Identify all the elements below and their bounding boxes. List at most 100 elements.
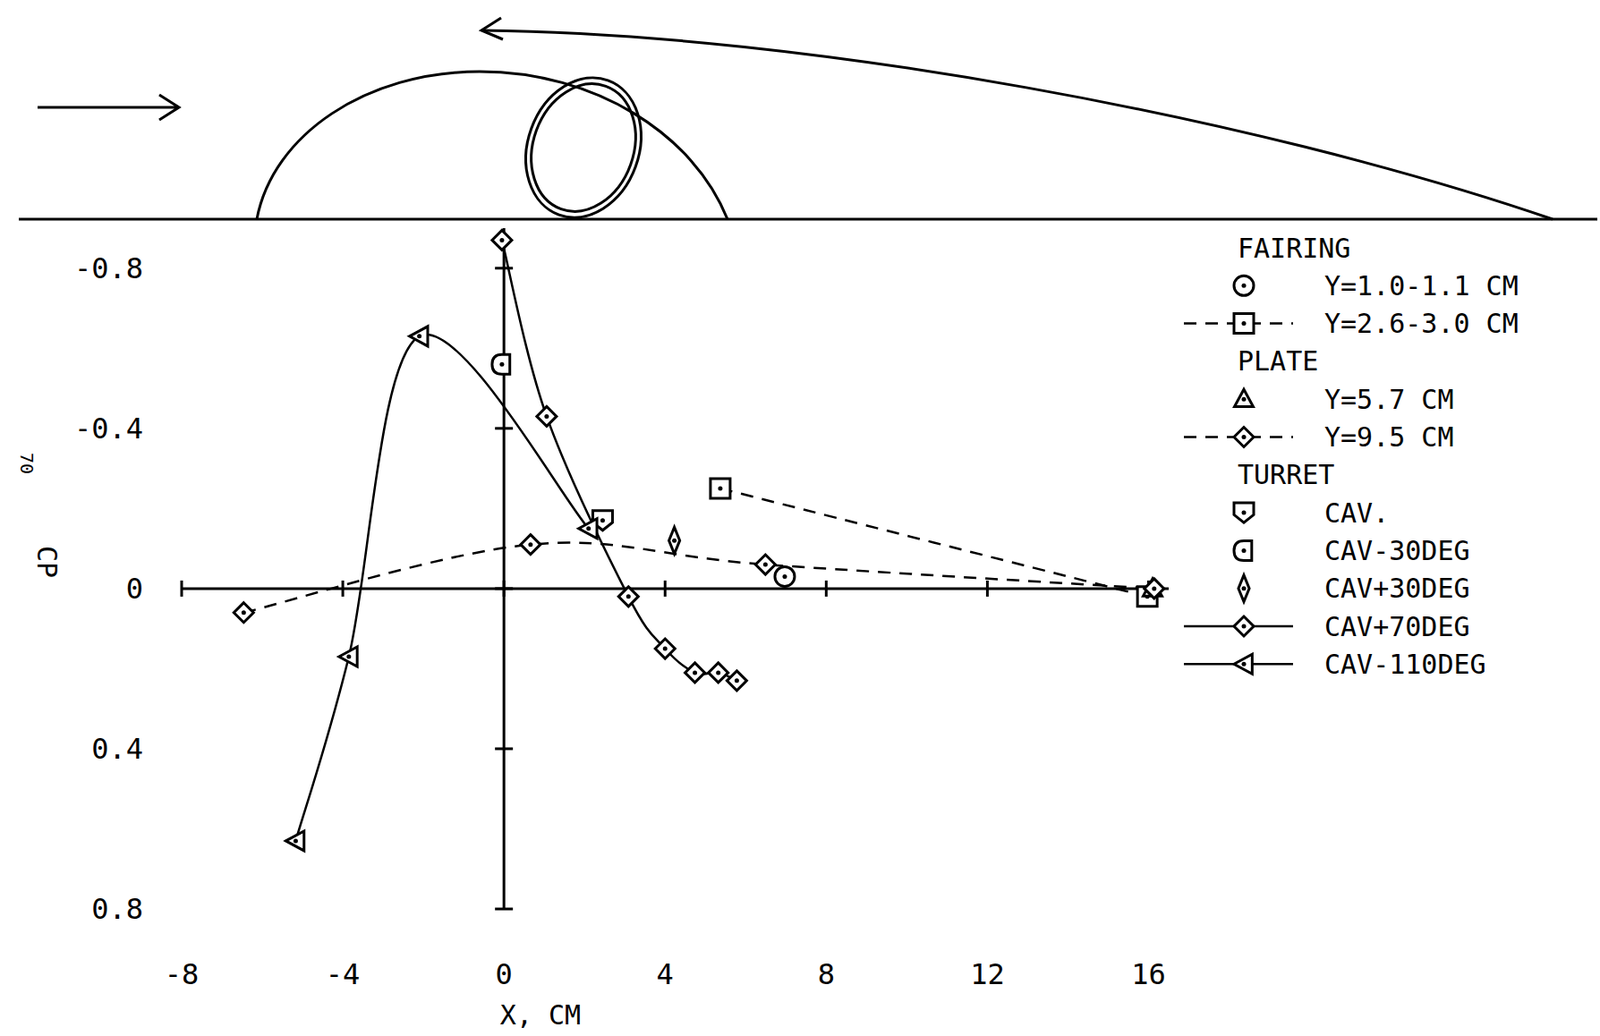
marker-dot — [499, 238, 504, 243]
y-tick-label: 0.4 — [91, 731, 144, 766]
legend-marker — [1238, 575, 1250, 603]
legend-label: Y=1.0-1.1 CM — [1324, 270, 1519, 302]
x-tick-label: 16 — [1131, 957, 1166, 992]
data-point — [520, 535, 541, 555]
legend-marker — [1234, 314, 1254, 334]
data-point — [685, 663, 706, 683]
marker-dot — [600, 518, 605, 523]
data-point — [655, 638, 675, 659]
marker-dot — [1242, 662, 1247, 667]
legend-marker — [1234, 540, 1252, 561]
marker-dot — [663, 646, 668, 652]
x-axis-title: X, CM — [500, 999, 581, 1031]
marker-dot — [1242, 397, 1247, 402]
x-tick — [825, 580, 828, 597]
legend-label: CAV+70DEG — [1324, 611, 1471, 643]
y-tick — [494, 747, 513, 750]
marker-dot — [1242, 283, 1247, 289]
marker-dot — [1242, 624, 1247, 630]
wall-line — [18, 218, 1598, 222]
legend-label: Y=9.5 CM — [1324, 421, 1455, 453]
marker-dot — [692, 670, 698, 675]
data-point — [536, 406, 557, 426]
data-point — [492, 354, 511, 375]
data-point — [726, 671, 747, 691]
series-line — [295, 334, 588, 842]
series-line — [720, 488, 1148, 597]
data-point — [233, 603, 254, 623]
y-tick-label: -0.4 — [74, 411, 144, 446]
legend-label: CAV. — [1324, 497, 1389, 529]
marker-dot — [1242, 548, 1247, 554]
x-tick-label: -8 — [164, 957, 200, 992]
x-tick — [986, 580, 989, 597]
turret-outline — [256, 71, 728, 220]
legend-group: TURRET — [1237, 459, 1335, 491]
marker-dot — [717, 485, 723, 491]
turret-sketch — [18, 17, 1598, 234]
marker-dot — [782, 574, 787, 579]
marker-dot — [734, 678, 740, 683]
series-line — [243, 543, 1154, 613]
marker-dot — [672, 538, 677, 544]
chart: 70-8-40481216-0.8-0.400.40.8X, CMCPFAIRI… — [0, 0, 1600, 1036]
page-number: 70 — [16, 452, 38, 475]
data-point — [578, 519, 597, 539]
marker-dot — [1242, 510, 1247, 516]
marker-dot — [346, 654, 351, 659]
legend-marker — [1234, 275, 1254, 296]
x-tick — [341, 580, 345, 597]
data-point — [774, 566, 795, 587]
legend-marker — [1234, 502, 1254, 523]
marker-dot — [1242, 321, 1247, 326]
marker-dot — [499, 362, 504, 367]
marker-dot — [1242, 586, 1247, 591]
plot-area — [233, 229, 1164, 851]
data-point — [755, 554, 775, 575]
separation-arrow — [483, 30, 1553, 220]
separation-arrowhead — [481, 17, 503, 40]
x-tick-label: 4 — [656, 957, 674, 992]
marker-dot — [586, 526, 591, 531]
marker-dot — [1242, 434, 1247, 440]
series-line — [502, 239, 737, 681]
axes — [181, 228, 1169, 910]
marker-dot — [293, 838, 298, 843]
data-point — [1144, 578, 1165, 599]
legend-label: Y=2.6-3.0 CM — [1324, 307, 1519, 340]
marker-dot — [527, 542, 533, 547]
data-point — [339, 646, 358, 667]
legend: FAIRINGY=1.0-1.1 CMY=2.6-3.0 CMPLATEY=5.… — [1183, 232, 1519, 681]
legend-marker — [1234, 427, 1254, 448]
marker-dot — [763, 562, 768, 568]
marker-dot — [715, 670, 721, 675]
x-tick-label: -4 — [325, 957, 361, 992]
y-tick — [494, 426, 513, 430]
data-point — [710, 478, 731, 499]
legend-marker — [1234, 389, 1254, 407]
x-tick-label: 8 — [817, 957, 835, 992]
window — [506, 61, 660, 235]
legend-label: CAV-30DEG — [1324, 535, 1471, 567]
legend-label: CAV-110DEG — [1324, 648, 1487, 681]
marker-dot — [417, 333, 422, 339]
flow-arrow — [37, 94, 179, 120]
legend-label: CAV+30DEG — [1324, 572, 1471, 605]
marker-dot — [626, 594, 631, 599]
y-tick — [494, 587, 513, 590]
data-point — [669, 527, 681, 554]
y-axis — [502, 228, 506, 910]
marker-dot — [544, 414, 549, 419]
legend-marker — [1234, 654, 1252, 674]
data-point — [708, 663, 729, 683]
legend-label: Y=5.7 CM — [1324, 383, 1455, 416]
data-point — [618, 587, 639, 607]
y-tick-label: 0 — [126, 571, 144, 606]
x-tick-label: 0 — [495, 957, 513, 992]
marker-dot — [241, 610, 247, 615]
data-point — [409, 326, 428, 347]
x-tick — [663, 580, 667, 597]
window-inner — [513, 68, 653, 227]
legend-group: PLATE — [1237, 345, 1319, 377]
y-tick-label: -0.8 — [74, 251, 144, 286]
